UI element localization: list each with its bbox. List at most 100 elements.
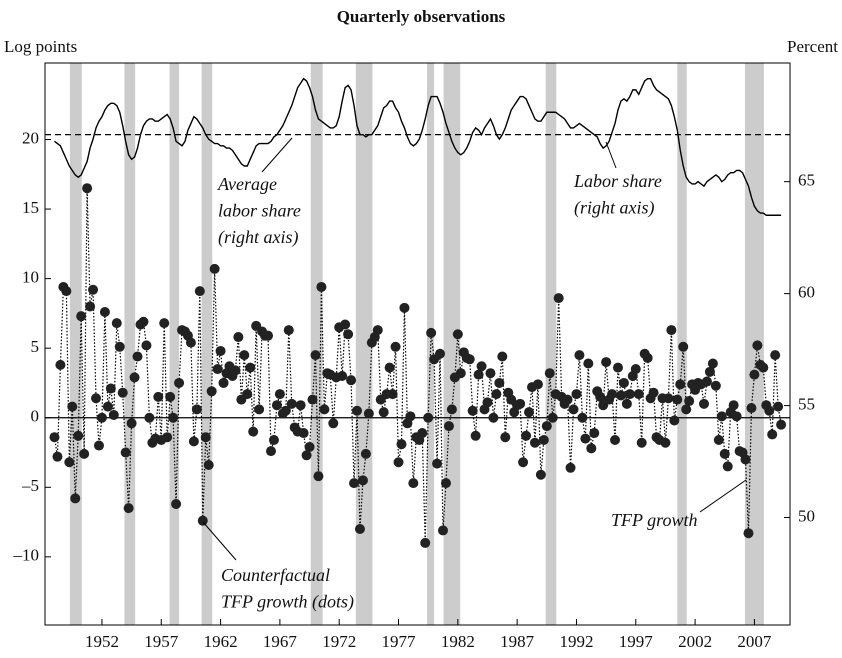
data-dot [354,524,365,535]
data-dot [191,404,202,415]
shaded-period [124,63,136,625]
data-dot [188,436,199,447]
data-dot [396,439,407,450]
data-dot [304,441,315,452]
data-dot [372,325,383,336]
data-dot [497,351,508,362]
x-tick-label: 2002 [678,632,712,651]
data-dot [52,451,63,462]
annotation-leader [605,141,617,169]
data-dot [473,369,484,380]
data-dot [378,407,389,418]
shaded-period [426,63,435,625]
data-dot [55,359,66,370]
x-tick-label: 1957 [144,632,179,651]
data-dot [242,389,253,400]
data-dot [420,537,431,548]
data-dot [432,458,443,469]
data-dot [91,393,102,404]
annotation: Labor share [573,171,662,191]
data-dot [61,286,72,297]
data-dot [435,348,446,359]
data-dot [123,503,134,514]
data-dot [607,389,618,400]
data-dot [743,528,754,539]
data-dot [390,341,401,352]
annotation-leader [202,521,237,561]
data-dot [280,405,291,416]
data-dot [82,183,93,194]
data-dot [105,383,116,394]
data-dot [263,330,274,341]
data-dot [666,325,677,336]
data-dot [233,332,244,343]
data-dot [746,402,757,413]
y2-tick-label: 50 [798,506,815,525]
data-dot [337,370,348,381]
data-dot [532,379,543,390]
data-dot [713,434,724,445]
data-dot [773,401,784,412]
x-tick-label: 1982 [441,632,475,651]
data-dot [215,345,226,356]
data-dot [740,454,751,465]
data-dot [120,447,131,458]
data-dot [452,329,463,340]
data-dot [141,340,152,351]
data-dot [426,327,437,338]
data-dot [728,400,739,411]
data-dot [776,419,787,430]
data-dot [340,319,351,330]
data-dot [286,398,297,409]
data-dot [719,448,730,459]
data-dot [218,377,229,388]
y-tick-label: 20 [22,128,39,147]
data-dot [524,407,535,418]
data-dot [209,263,220,274]
data-dot [99,307,110,318]
data-dot [515,398,526,409]
data-dot [612,362,623,373]
annotation: (right axis) [218,227,299,248]
data-dot [710,380,721,391]
data-dot [470,430,481,441]
data-dot [307,394,318,405]
data-dot [577,412,588,423]
data-dot [248,426,259,437]
data-dot [96,412,107,423]
data-dot [621,398,632,409]
annotation-leader [261,137,293,173]
data-dot [758,362,769,373]
y-axis-label: Log points [4,37,77,56]
data-dot [254,404,265,415]
x-tick-label: 1967 [263,632,298,651]
data-dot [138,316,149,327]
data-dot [230,365,241,376]
data-dot [583,358,594,369]
data-dot [648,387,659,398]
data-dot [271,400,282,411]
data-dot [363,408,374,419]
shaded-period [355,63,373,625]
data-dot [684,396,695,407]
data-dot [595,391,606,402]
data-dot [153,391,164,402]
data-dot [194,286,205,297]
x-tick-label: 1952 [85,632,119,651]
data-dot [85,301,96,312]
data-dot [316,281,327,292]
shaded-period [201,63,213,625]
data-dot [265,446,276,457]
data-dot [565,462,576,473]
y-tick-label: 0 [31,407,40,426]
annotation: labor share [218,201,301,221]
plot-frame [44,62,791,626]
data-dot [770,350,781,361]
data-dot [313,471,324,482]
data-dot [174,377,185,388]
data-dot [212,364,223,375]
data-dot [562,394,573,405]
data-dot [681,404,692,415]
data-dot [295,400,306,411]
data-dot [162,432,173,443]
